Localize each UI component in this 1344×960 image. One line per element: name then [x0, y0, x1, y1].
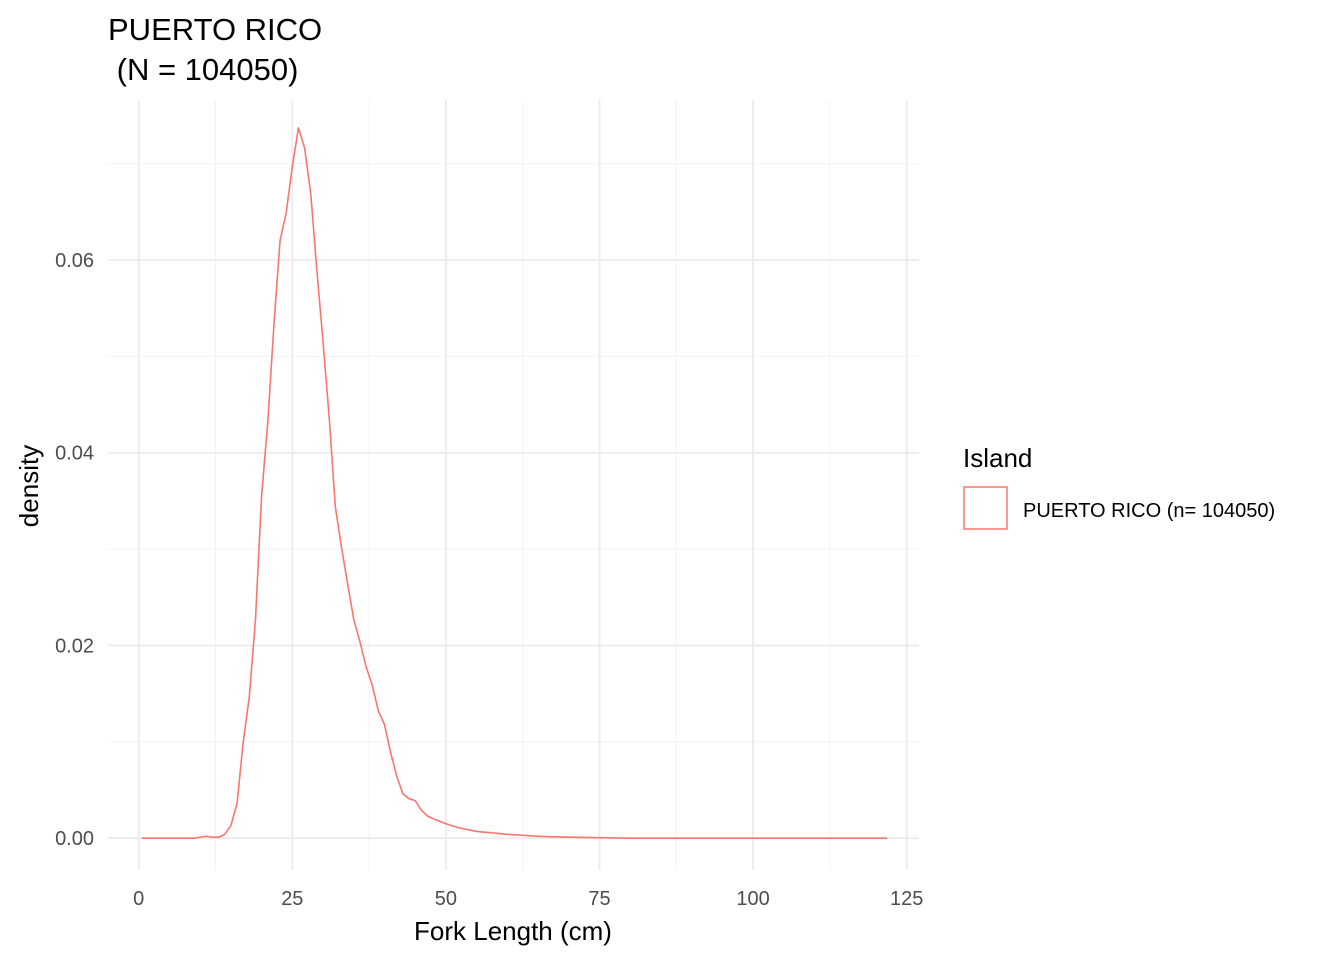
y-axis-ticks: 0.00 0.02 0.04 0.06	[55, 250, 94, 850]
y-tick-label: 0.04	[55, 443, 94, 465]
density-series	[141, 127, 888, 840]
chart-title: PUERTO RICO	[108, 12, 322, 47]
legend-key-swatch	[963, 486, 1008, 530]
legend-entry-label: PUERTO RICO (n= 104050)	[1023, 500, 1275, 522]
x-tick-label: 100	[736, 888, 769, 910]
chart-subtitle-text: (N = 104050)	[117, 52, 299, 87]
x-tick-label: 25	[281, 888, 303, 910]
y-tick-label: 0.06	[55, 250, 94, 272]
density-curve	[141, 127, 888, 840]
chart-subtitle: (N = 104050)	[108, 52, 298, 87]
y-axis-title: density	[14, 445, 44, 527]
x-tick-label: 75	[588, 888, 610, 910]
x-axis-title: Fork Length (cm)	[414, 916, 612, 946]
x-tick-label: 0	[133, 888, 144, 910]
y-tick-label: 0.02	[55, 635, 94, 657]
grid-lines	[108, 100, 919, 870]
y-tick-label: 0.00	[55, 828, 94, 850]
x-tick-label: 125	[890, 888, 923, 910]
legend-title: Island	[963, 443, 1032, 473]
legend: Island PUERTO RICO (n= 104050)	[963, 443, 1275, 530]
x-axis-ticks: 0 25 50 75 100 125	[133, 888, 923, 910]
x-tick-label: 50	[435, 888, 457, 910]
